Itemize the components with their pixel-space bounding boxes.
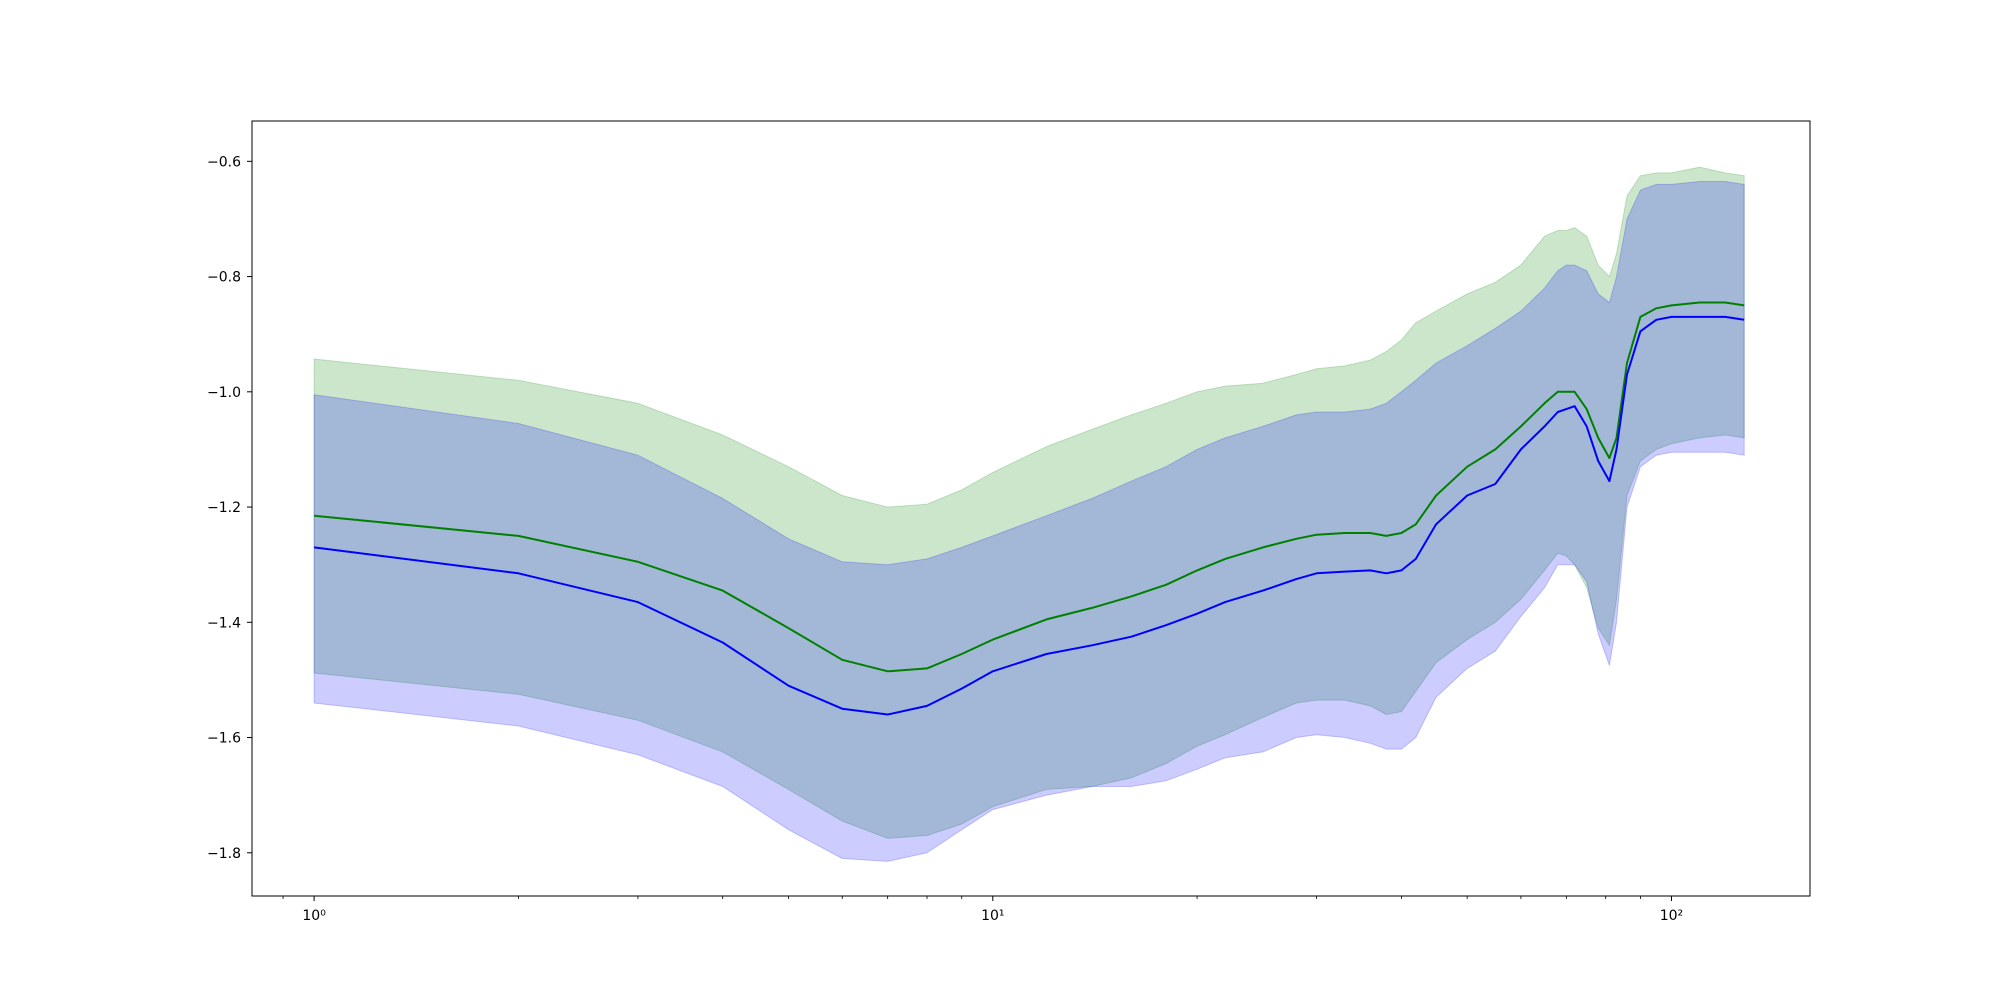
y-tick-label: −1.4 [207, 615, 241, 631]
x-tick-label: 10¹ [981, 908, 1004, 924]
plot-area-frame [251, 120, 1811, 897]
y-tick-label: −1.8 [207, 846, 241, 862]
y-tick-label: −1.2 [207, 500, 241, 516]
green-series-line [314, 301, 1745, 673]
y-tick-label: −0.6 [207, 154, 241, 170]
green-series-band [313, 166, 1745, 839]
confidence-bands [313, 166, 1745, 862]
x-tick-label: 10⁰ [302, 908, 326, 924]
x-tick-label: 10² [1660, 908, 1683, 924]
y-tick-label: −1.6 [207, 731, 241, 747]
y-axis: −0.6 −0.8 −1.0 −1.2 −1.4 −1.6 −1.8 [207, 154, 252, 862]
x-axis: 10⁰ 10¹ 10² [282, 896, 1683, 924]
blue-series-line [313, 315, 1745, 716]
series-lines [313, 301, 1745, 716]
y-tick-label: −0.8 [207, 270, 241, 286]
y-tick-label: −1.0 [207, 385, 241, 401]
blue-series-band [313, 181, 1745, 862]
